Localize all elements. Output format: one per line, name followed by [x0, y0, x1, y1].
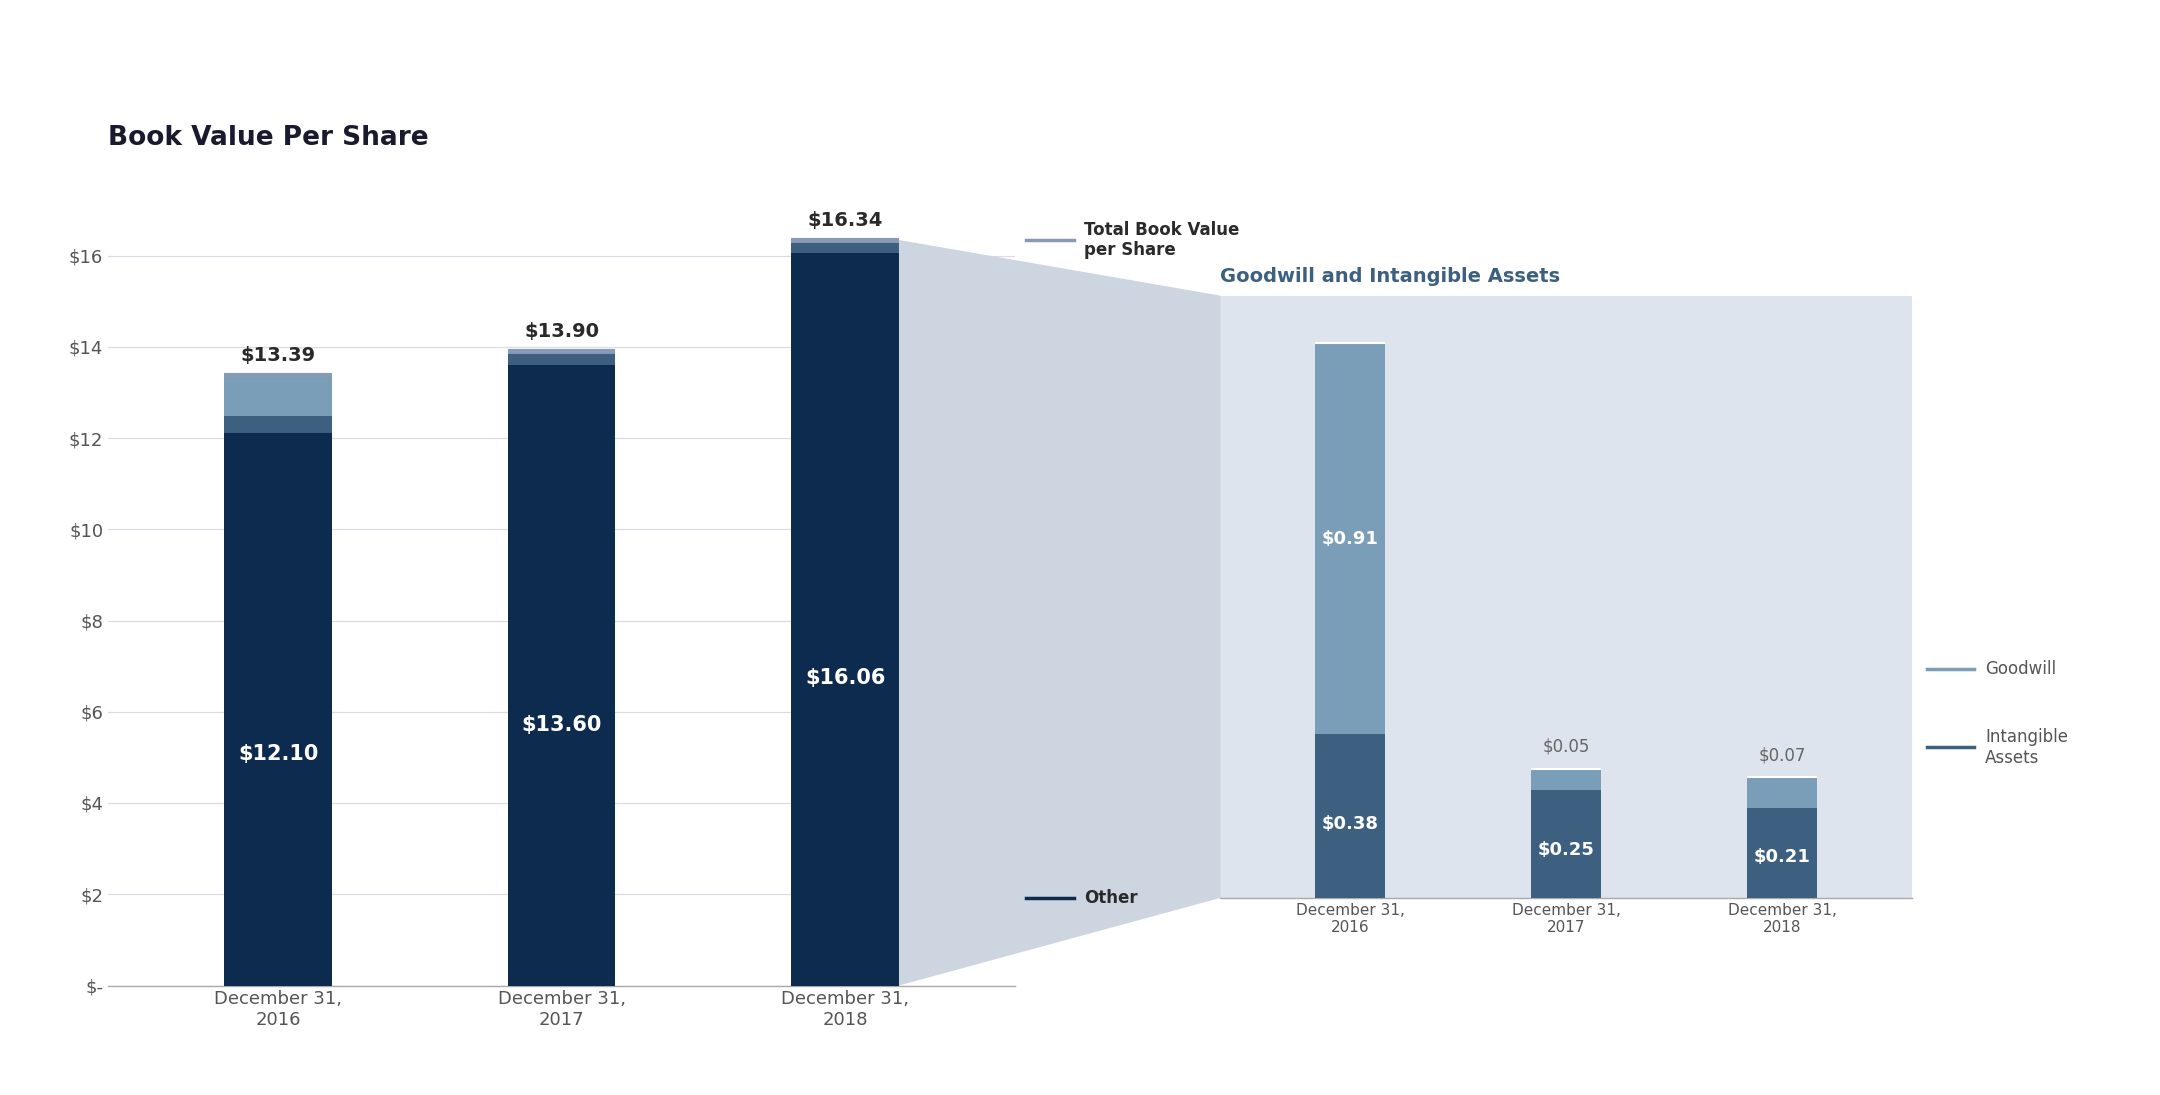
Bar: [508, 365, 616, 986]
Text: Book Value Per Share Annual Comparison: Book Value Per Share Annual Comparison: [689, 30, 1471, 64]
Text: Goodwill and Intangible Assets: Goodwill and Intangible Assets: [1220, 267, 1560, 286]
Text: $0.38: $0.38: [1322, 816, 1378, 833]
Text: $16.06: $16.06: [806, 668, 886, 688]
Text: $0.07: $0.07: [1758, 747, 1806, 764]
Bar: [1531, 769, 1601, 791]
Text: $0.21: $0.21: [1754, 849, 1810, 866]
Text: $13.39: $13.39: [240, 346, 315, 365]
Bar: [791, 243, 899, 253]
Text: $0.25: $0.25: [1538, 841, 1594, 858]
Bar: [225, 374, 333, 416]
Text: Book Value Per Share: Book Value Per Share: [108, 125, 428, 151]
Text: $13.60: $13.60: [521, 715, 603, 735]
Bar: [1315, 343, 1385, 735]
Text: $0.91: $0.91: [1322, 530, 1378, 548]
Text: Total Book Value
per Share: Total Book Value per Share: [1084, 220, 1240, 260]
Bar: [508, 354, 616, 365]
Bar: [791, 253, 899, 986]
Text: $16.34: $16.34: [808, 211, 883, 230]
Bar: [1315, 735, 1385, 898]
Bar: [1531, 791, 1601, 898]
Bar: [225, 434, 333, 986]
Bar: [1747, 808, 1817, 898]
Text: $12.10: $12.10: [238, 744, 318, 763]
Text: Other: Other: [1084, 889, 1138, 907]
Bar: [791, 240, 899, 243]
Bar: [225, 416, 333, 434]
Bar: [1747, 777, 1817, 808]
Text: Goodwill: Goodwill: [1985, 660, 2056, 678]
Text: $13.90: $13.90: [525, 322, 598, 342]
Text: $0.05: $0.05: [1542, 738, 1590, 756]
Bar: [508, 351, 616, 354]
Text: Intangible
Assets: Intangible Assets: [1985, 728, 2067, 766]
